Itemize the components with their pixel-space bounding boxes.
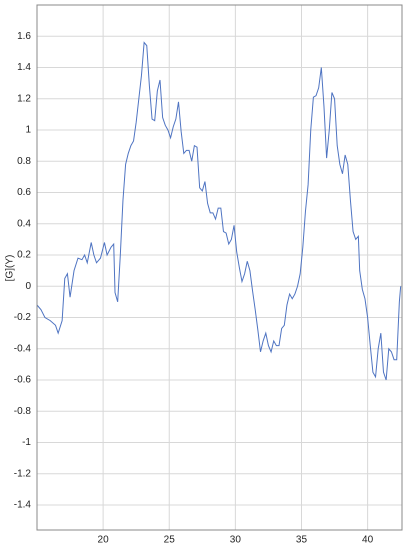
y-tick-label: 0.4 [17, 218, 31, 229]
y-tick-label: -0.6 [14, 375, 32, 386]
y-tick-label: -0.4 [14, 343, 32, 354]
y-tick-label: 1.2 [17, 93, 31, 104]
y-tick-label: -0.2 [14, 312, 32, 323]
x-tick-label: 40 [362, 535, 374, 546]
y-tick-label: 1 [25, 125, 31, 136]
y-axis-label: [G](Y) [5, 255, 16, 282]
y-tick-label: 0.2 [17, 250, 31, 261]
x-tick-label: 35 [296, 535, 308, 546]
y-tick-label: 1.4 [17, 62, 31, 73]
x-tick-label: 30 [230, 535, 242, 546]
y-tick-label: 0.8 [17, 156, 31, 167]
plot-area [36, 4, 403, 531]
x-tick-label: 20 [98, 535, 110, 546]
y-tick-label: -0.8 [14, 406, 32, 417]
y-tick-label: -1.4 [14, 500, 32, 511]
x-tick-label: 25 [164, 535, 176, 546]
y-tick-label: 0.6 [17, 187, 31, 198]
y-tick-label: 0 [25, 281, 31, 292]
data-line [36, 41, 402, 381]
y-tick-label: -1.2 [14, 468, 32, 479]
y-tick-label: -1 [22, 437, 31, 448]
y-tick-label: 1.6 [17, 31, 31, 42]
